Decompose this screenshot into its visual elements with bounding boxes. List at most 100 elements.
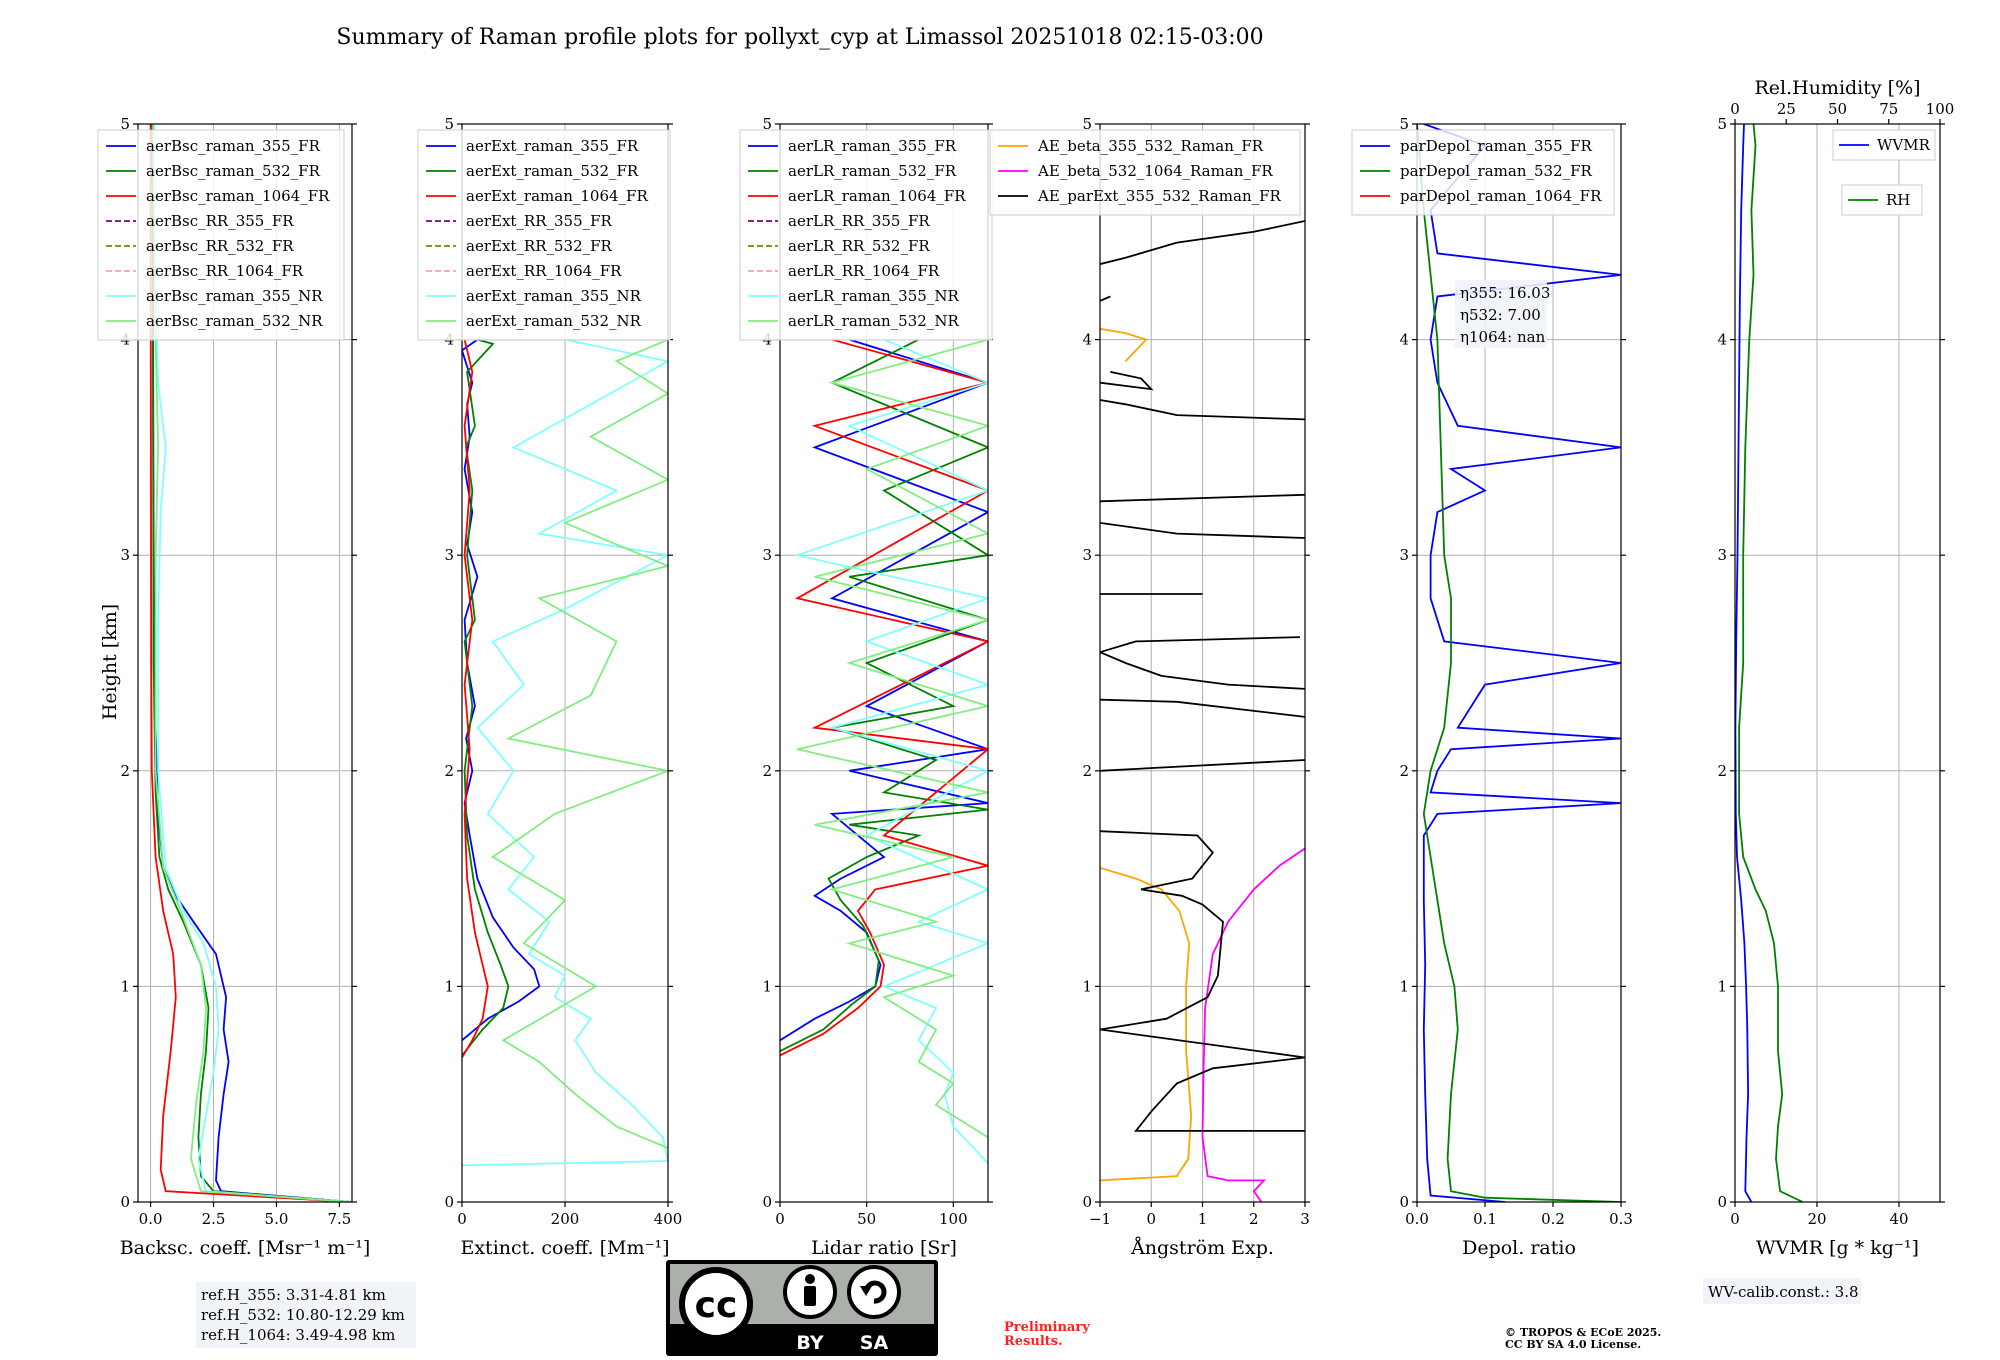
ext-legend-label-1: aerExt_raman_532_FR	[466, 162, 639, 180]
depol-x-tick-label: 0.0	[1405, 1210, 1429, 1228]
ae-series-group	[1100, 220, 1305, 1202]
depol-legend-box	[1351, 129, 1615, 216]
ae-x-tick-label: −1	[1089, 1210, 1111, 1228]
wv-series-group	[1735, 124, 1804, 1202]
ae-y-tick-label: 3	[1082, 546, 1092, 564]
bsc-y-tick-label: 1	[120, 977, 130, 995]
lr-legend-label-2: aerLR_raman_1064_FR	[788, 187, 966, 205]
lr-legend-label-0: aerLR_raman_355_FR	[788, 137, 957, 155]
ext-legend-label-6: aerExt_raman_355_NR	[466, 287, 642, 305]
eta-532: η532: 7.00	[1460, 306, 1541, 324]
lr-legend-label-5: aerLR_RR_1064_FR	[788, 262, 940, 280]
bsc-x-tick-label: 2.5	[202, 1210, 226, 1228]
cc-letters: cc	[695, 1285, 738, 1326]
depol-x-axis-label: Depol. ratio	[1462, 1237, 1576, 1259]
bsc-legend-label-7: aerBsc_raman_532_NR	[146, 312, 323, 330]
bsc-legend-label-0: aerBsc_raman_355_FR	[146, 137, 321, 155]
wv-y-tick-label: 2	[1717, 762, 1727, 780]
ref-h-1064: ref.H_1064: 3.49-4.98 km	[201, 1326, 395, 1344]
wv-top-tick-label: 75	[1879, 100, 1898, 118]
lr-series-7-line	[797, 338, 988, 1139]
lr-x-tick-label: 50	[857, 1210, 876, 1228]
wv-top-tick-label: 25	[1777, 100, 1796, 118]
ext-y-tick-label: 0	[444, 1193, 454, 1211]
copyright-line-1: © TROPOS & ECoE 2025.	[1505, 1326, 1661, 1339]
depol-y-tick-label: 0	[1399, 1193, 1409, 1211]
depol-y-tick-label: 1	[1399, 977, 1409, 995]
lr-x-axis-label: Lidar ratio [Sr]	[811, 1237, 957, 1259]
preliminary-line-2: Results.	[1004, 1334, 1063, 1349]
depol-plot-frame	[1416, 123, 1622, 1203]
ae-y-tick-label: 1	[1082, 977, 1092, 995]
bsc-plot-frame	[137, 123, 353, 1203]
ext-x-tick-label: 400	[654, 1210, 683, 1228]
bsc-legend-label-6: aerBsc_raman_355_NR	[146, 287, 323, 305]
bsc-x-tick-label: 7.5	[327, 1210, 351, 1228]
ext-x-axis-label: Extinct. coeff. [Mm⁻¹]	[460, 1237, 669, 1259]
bsc-legend-label-1: aerBsc_raman_532_FR	[146, 162, 321, 180]
eta-annotation: η355: 16.03 η532: 7.00 η1064: nan	[1455, 280, 1550, 348]
ae-x-tick-label: 3	[1300, 1210, 1310, 1228]
ext-series-6-line	[462, 338, 668, 1167]
ae-extra-segment-6	[1100, 399, 1305, 421]
ae-series-0-line	[1100, 866, 1193, 1182]
bsc-x-tick-label: 5.0	[265, 1210, 289, 1228]
eta-355: η355: 16.03	[1460, 284, 1550, 302]
sa-share-alike-icon	[847, 1265, 901, 1319]
cc-icon	[679, 1267, 753, 1341]
ae-legend-label-1: AE_beta_532_1064_Raman_FR	[1037, 162, 1273, 180]
ref-h-532: ref.H_532: 10.80-12.29 km	[201, 1306, 405, 1324]
bsc-y-tick-label: 3	[120, 546, 130, 564]
ext-legend-label-0: aerExt_raman_355_FR	[466, 137, 639, 155]
depol-y-tick-label: 2	[1399, 762, 1409, 780]
ae-legend-label-2: AE_parExt_355_532_Raman_FR	[1037, 187, 1282, 205]
wv-x-tick-label: 0	[1730, 1210, 1740, 1228]
ext-x-tick-label: 0	[457, 1210, 467, 1228]
wv-top-tick-label: 50	[1828, 100, 1847, 118]
wv-y-tick-label: 5	[1717, 115, 1727, 133]
lr-legend-box	[739, 129, 993, 341]
wv-calibration-box: WV-calib.const.: 3.8	[1703, 1278, 1861, 1304]
lr-y-tick-label: 2	[762, 762, 772, 780]
ext-series-0-line	[462, 338, 541, 1041]
ae-extra-segment-7	[1100, 371, 1154, 391]
ae-y-tick-label: 2	[1082, 762, 1092, 780]
depol-x-tick-label: 0.1	[1473, 1210, 1497, 1228]
sa-label: SA	[860, 1332, 889, 1354]
ae-extra-segment-4	[1100, 522, 1305, 539]
wv-top-tick-label: 100	[1926, 100, 1955, 118]
bsc-x-tick-label: 0.0	[139, 1210, 163, 1228]
lr-legend-label-4: aerLR_RR_532_FR	[788, 237, 930, 255]
ext-x-tick-label: 200	[551, 1210, 580, 1228]
lr-y-tick-label: 1	[762, 977, 772, 995]
ext-legend-label-2: aerExt_raman_1064_FR	[466, 187, 648, 205]
eta-1064: η1064: nan	[1460, 328, 1546, 346]
ext-y-tick-label: 1	[444, 977, 454, 995]
wv-plot-frame	[1734, 123, 1941, 1203]
ref-h-355: ref.H_355: 3.31-4.81 km	[201, 1286, 386, 1304]
wv-legend-label-0: WVMR	[1877, 136, 1931, 154]
ae-extra-segment-1	[1100, 698, 1305, 718]
depol-panel: 0 1 2 3 4 5 0.0 0.1 0.2 0.3 Depol. ratio parDepol_r…	[1351, 115, 1633, 1259]
lr-legend-label-7: aerLR_raman_532_NR	[788, 312, 959, 330]
lr-legend-label-3: aerLR_RR_355_FR	[788, 212, 930, 230]
depol-series-group	[1417, 124, 1621, 1202]
bsc-y-tick-label: 0	[120, 1193, 130, 1211]
cc-by-sa-license-badge: cc BY SA	[666, 1260, 938, 1356]
wv-series-1-line	[1738, 124, 1804, 1202]
wv-x-tick-label: 20	[1807, 1210, 1826, 1228]
depol-x-tick-label: 0.2	[1541, 1210, 1565, 1228]
ae-x-axis-label: Ångström Exp.	[1130, 1237, 1274, 1259]
ae-x-tick-label: 0	[1146, 1210, 1156, 1228]
lr-x-tick-label: 0	[775, 1210, 785, 1228]
ae-extra-segment-8	[1100, 327, 1148, 362]
depol-x-tick-label: 0.3	[1609, 1210, 1633, 1228]
bsc-x-axis-label: Backsc. coeff. [Msr⁻¹ m⁻¹]	[120, 1237, 371, 1259]
bsc-y-tick-label: 2	[120, 762, 130, 780]
lr-y-tick-label: 5	[762, 115, 772, 133]
bsc-series-group	[149, 124, 352, 1202]
depol-series-0-line	[1422, 124, 1621, 1202]
